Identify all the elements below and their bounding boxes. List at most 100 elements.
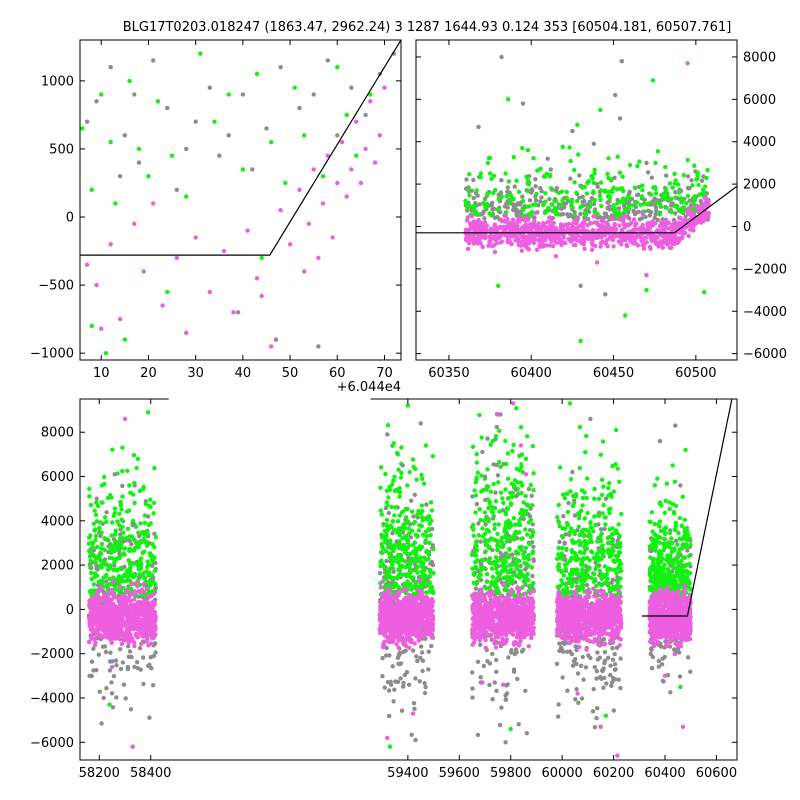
data-point xyxy=(134,611,139,616)
data-point xyxy=(662,231,667,236)
data-point xyxy=(582,239,587,244)
data-point xyxy=(118,499,123,505)
data-point xyxy=(130,592,136,597)
data-point xyxy=(111,619,117,625)
data-point xyxy=(517,558,522,564)
data-point xyxy=(386,495,391,500)
data-point xyxy=(503,210,509,215)
data-point xyxy=(147,662,152,667)
data-point xyxy=(553,211,559,216)
data-point xyxy=(692,163,697,168)
data-point xyxy=(701,213,707,219)
data-point xyxy=(128,490,133,495)
data-point xyxy=(505,205,510,210)
data-point xyxy=(137,534,142,539)
data-point xyxy=(101,695,106,701)
data-point xyxy=(273,337,279,342)
data-point xyxy=(497,428,502,433)
data-point xyxy=(523,456,529,461)
data-point xyxy=(621,220,626,225)
data-point xyxy=(498,240,504,245)
data-point xyxy=(603,188,608,193)
data-point xyxy=(417,577,422,583)
data-point xyxy=(488,489,493,494)
data-point xyxy=(135,580,140,585)
data-point xyxy=(349,167,354,172)
data-point xyxy=(132,643,137,649)
data-point xyxy=(486,519,491,524)
data-point xyxy=(117,511,122,516)
data-point xyxy=(478,675,483,680)
data-point xyxy=(580,194,585,199)
data-point xyxy=(667,245,673,251)
data-point xyxy=(543,191,548,196)
data-point xyxy=(547,243,552,248)
data-point xyxy=(115,568,120,573)
data-point xyxy=(381,606,387,611)
data-point xyxy=(549,202,555,207)
data-point xyxy=(509,241,514,246)
data-point xyxy=(89,552,94,558)
data-point xyxy=(145,564,150,570)
data-point xyxy=(519,248,524,253)
data-point xyxy=(525,217,531,223)
data-point xyxy=(510,217,516,222)
data-point xyxy=(344,112,349,118)
data-point xyxy=(644,160,649,166)
data-point xyxy=(482,539,488,545)
data-point xyxy=(415,658,420,664)
data-point xyxy=(496,196,501,202)
x-offset-label: +6.044e4 xyxy=(337,380,401,395)
data-point xyxy=(422,681,427,686)
data-point xyxy=(380,614,386,619)
data-point xyxy=(129,542,134,547)
data-point xyxy=(478,231,483,236)
data-point xyxy=(413,557,419,563)
data-point xyxy=(490,651,495,657)
data-point xyxy=(694,177,699,182)
data-point xyxy=(390,566,396,571)
data-point xyxy=(108,65,113,70)
data-point xyxy=(335,133,340,138)
data-point xyxy=(497,225,503,231)
data-point xyxy=(378,623,384,628)
data-point xyxy=(503,213,508,218)
data-point xyxy=(137,540,143,546)
data-point xyxy=(618,199,623,205)
data-point xyxy=(672,181,677,186)
data-point xyxy=(503,171,508,176)
data-point xyxy=(473,586,478,591)
data-point xyxy=(662,225,667,231)
data-point xyxy=(597,193,603,198)
data-point xyxy=(681,173,686,178)
data-point xyxy=(428,632,433,638)
data-point xyxy=(620,174,625,179)
data-point xyxy=(99,721,104,726)
y-tick-label: 6000 xyxy=(743,93,776,108)
data-point xyxy=(400,509,406,514)
data-point xyxy=(297,187,302,192)
data-point xyxy=(521,591,526,597)
data-point xyxy=(530,503,535,508)
data-point xyxy=(151,201,156,206)
data-point xyxy=(385,591,390,596)
data-point xyxy=(392,513,397,518)
data-point xyxy=(141,269,146,274)
data-point xyxy=(669,196,674,202)
data-point xyxy=(106,608,111,614)
data-point xyxy=(117,647,123,652)
data-point xyxy=(153,641,158,646)
data-point xyxy=(525,148,531,153)
data-point xyxy=(523,545,529,551)
data-point xyxy=(87,494,92,499)
data-point xyxy=(474,477,479,482)
data-point xyxy=(619,227,625,233)
data-point xyxy=(545,220,551,225)
data-point xyxy=(604,237,610,242)
data-point xyxy=(421,555,427,560)
data-point xyxy=(390,443,395,448)
data-point xyxy=(690,183,695,188)
data-point xyxy=(578,211,583,217)
data-point xyxy=(690,213,695,218)
data-point xyxy=(379,600,385,605)
